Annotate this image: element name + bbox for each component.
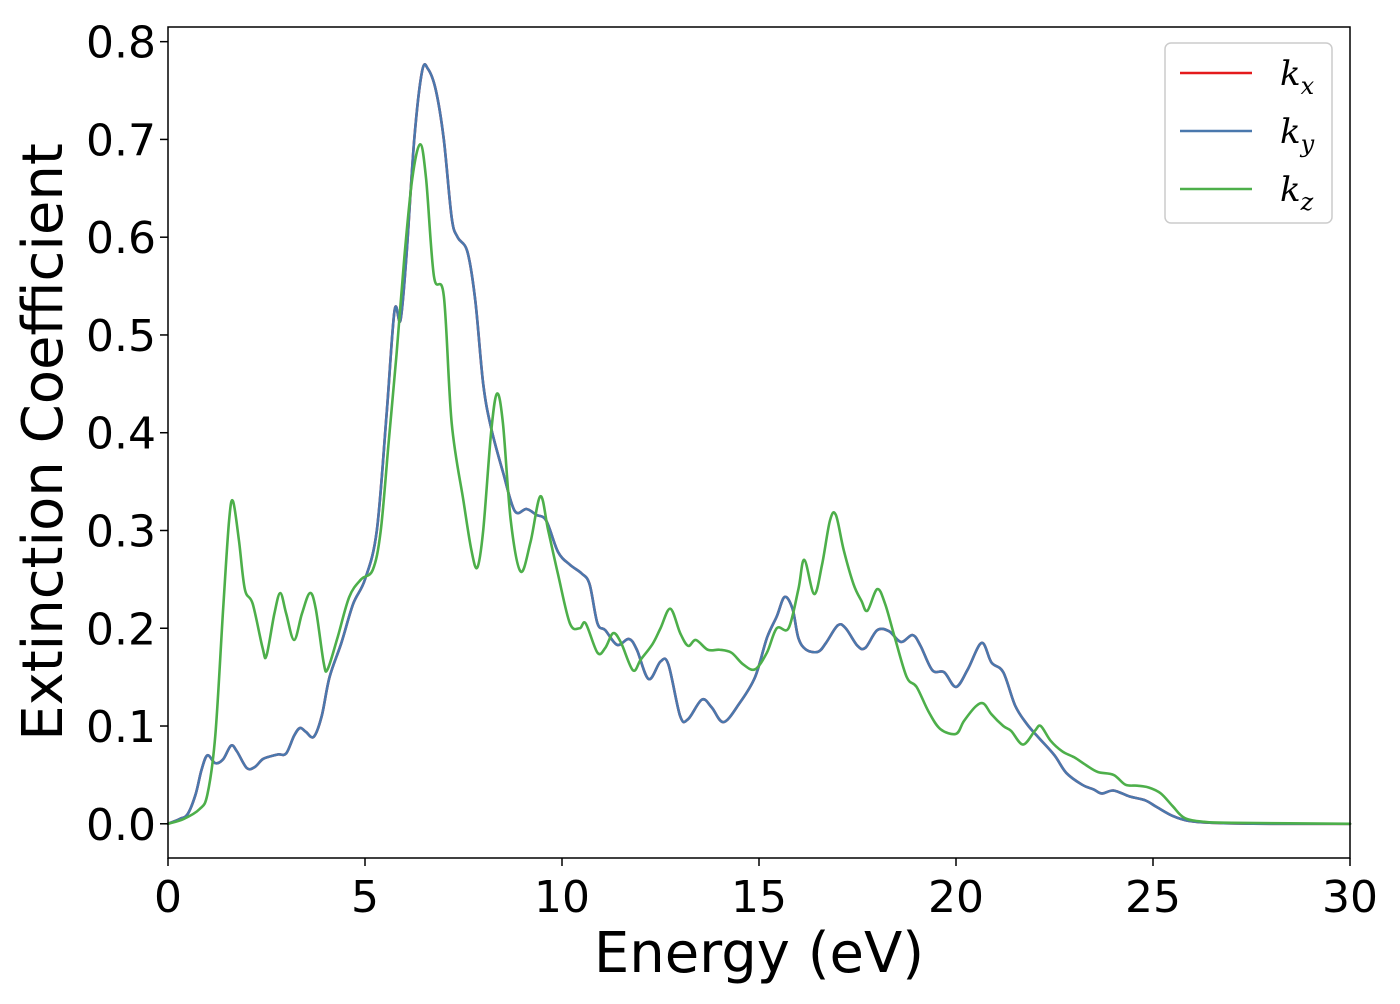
series-line-y bbox=[166, 63, 1352, 826]
x-tick-label: 0 bbox=[154, 872, 182, 923]
legend-box bbox=[1164, 42, 1333, 224]
x-tick-label: 5 bbox=[351, 872, 379, 923]
x-tick-label: 15 bbox=[731, 872, 787, 923]
y-tick-label: 0.3 bbox=[86, 506, 156, 557]
y-tick-label: 0.4 bbox=[86, 409, 156, 460]
y-tick-label: 0.0 bbox=[86, 800, 156, 851]
x-axis: 0 5 10 15 20 25 30 bbox=[154, 858, 1378, 923]
legend: kx ky kz bbox=[1164, 42, 1333, 224]
legend-label-z: kz bbox=[1280, 170, 1314, 216]
y-axis: 0.0 0.1 0.2 0.3 0.4 0.5 0.6 0.7 0.8 bbox=[86, 18, 168, 851]
x-axis-title: Energy (eV) bbox=[594, 921, 924, 986]
legend-label-x: kx bbox=[1280, 54, 1315, 100]
y-tick-label: 0.6 bbox=[86, 213, 156, 264]
series-line-z bbox=[166, 143, 1352, 826]
y-tick-label: 0.7 bbox=[86, 115, 156, 166]
y-tick-label: 0.5 bbox=[86, 311, 156, 362]
x-tick-label: 25 bbox=[1125, 872, 1181, 923]
plot-background bbox=[168, 27, 1350, 858]
y-tick-label: 0.2 bbox=[86, 604, 156, 655]
y-axis-title: Extinction Coefficient bbox=[11, 143, 76, 741]
x-tick-label: 30 bbox=[1322, 872, 1378, 923]
y-tick-label: 0.8 bbox=[86, 18, 156, 69]
x-tick-label: 20 bbox=[928, 872, 984, 923]
legend-label-y: ky bbox=[1280, 112, 1315, 158]
series-lines bbox=[166, 63, 1352, 826]
y-tick-label: 0.1 bbox=[86, 702, 156, 753]
x-tick-label: 10 bbox=[534, 872, 590, 923]
